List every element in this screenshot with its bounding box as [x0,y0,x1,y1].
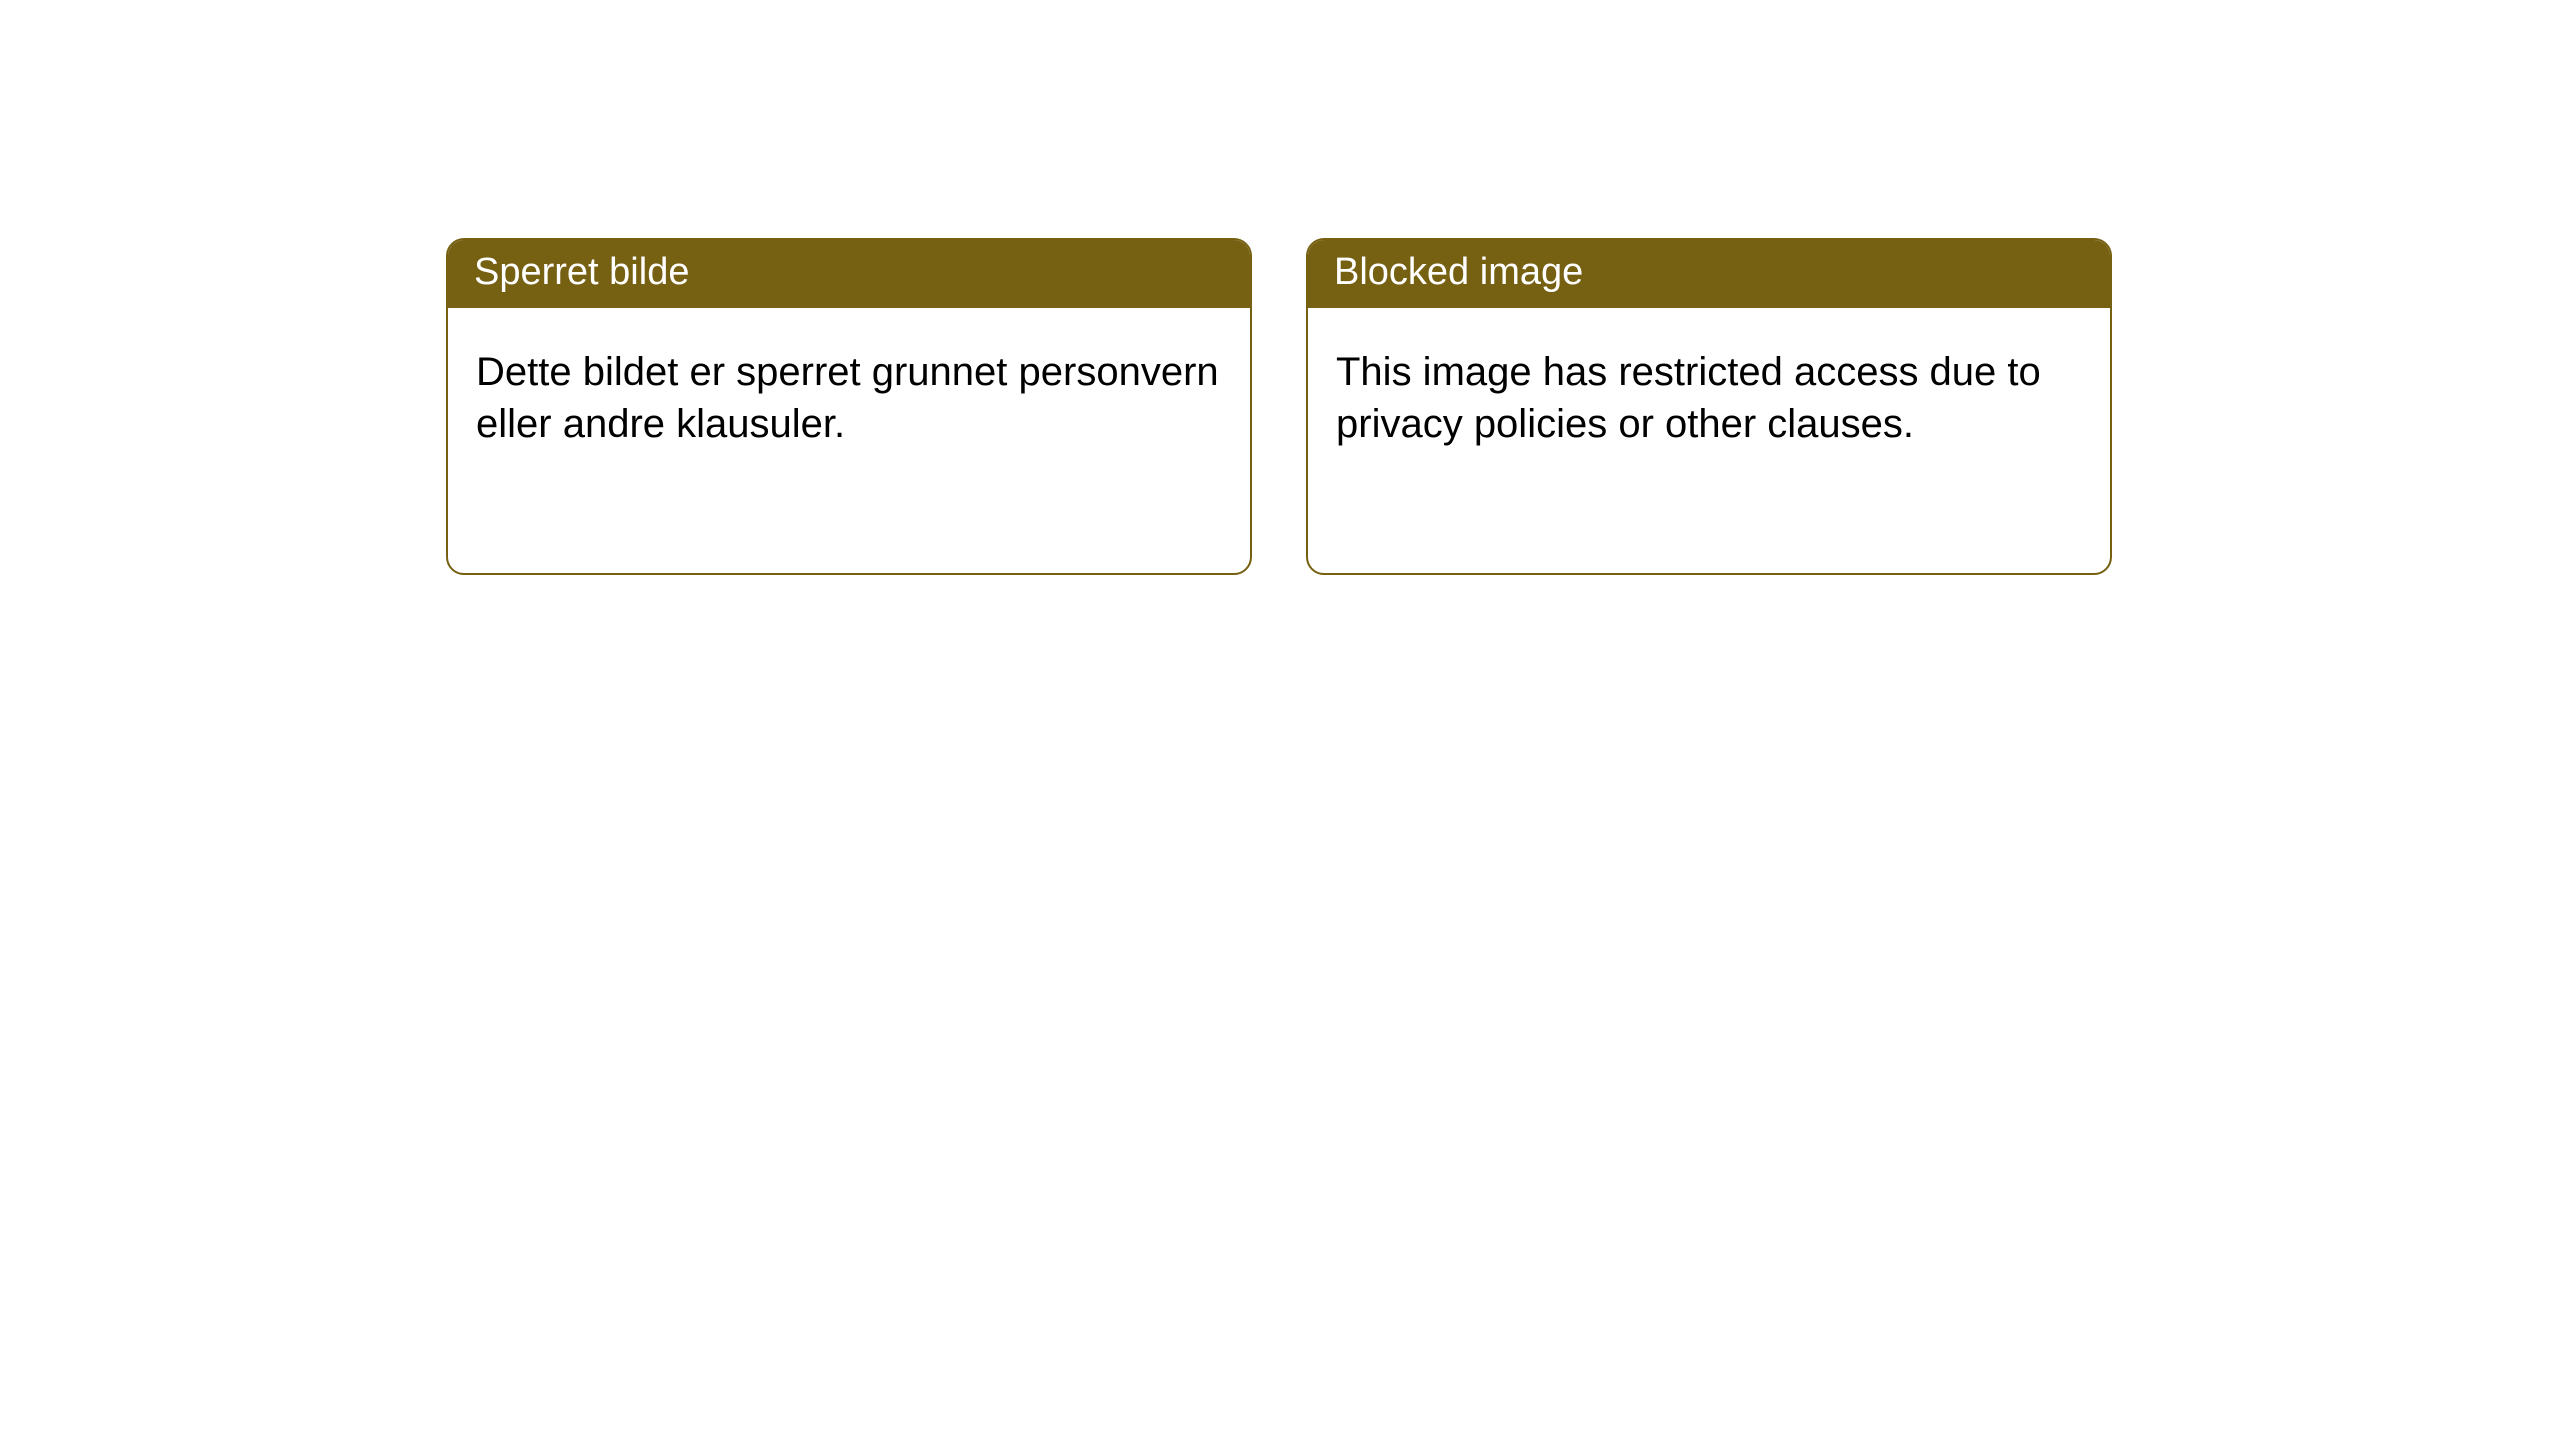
blocked-image-body-en: This image has restricted access due to … [1308,308,2110,470]
blocked-image-body-no: Dette bildet er sperret grunnet personve… [448,308,1250,470]
blocked-image-title-en: Blocked image [1308,240,2110,308]
blocked-image-card-no: Sperret bilde Dette bildet er sperret gr… [446,238,1252,575]
notice-container: Sperret bilde Dette bildet er sperret gr… [0,0,2560,575]
blocked-image-card-en: Blocked image This image has restricted … [1306,238,2112,575]
blocked-image-title-no: Sperret bilde [448,240,1250,308]
